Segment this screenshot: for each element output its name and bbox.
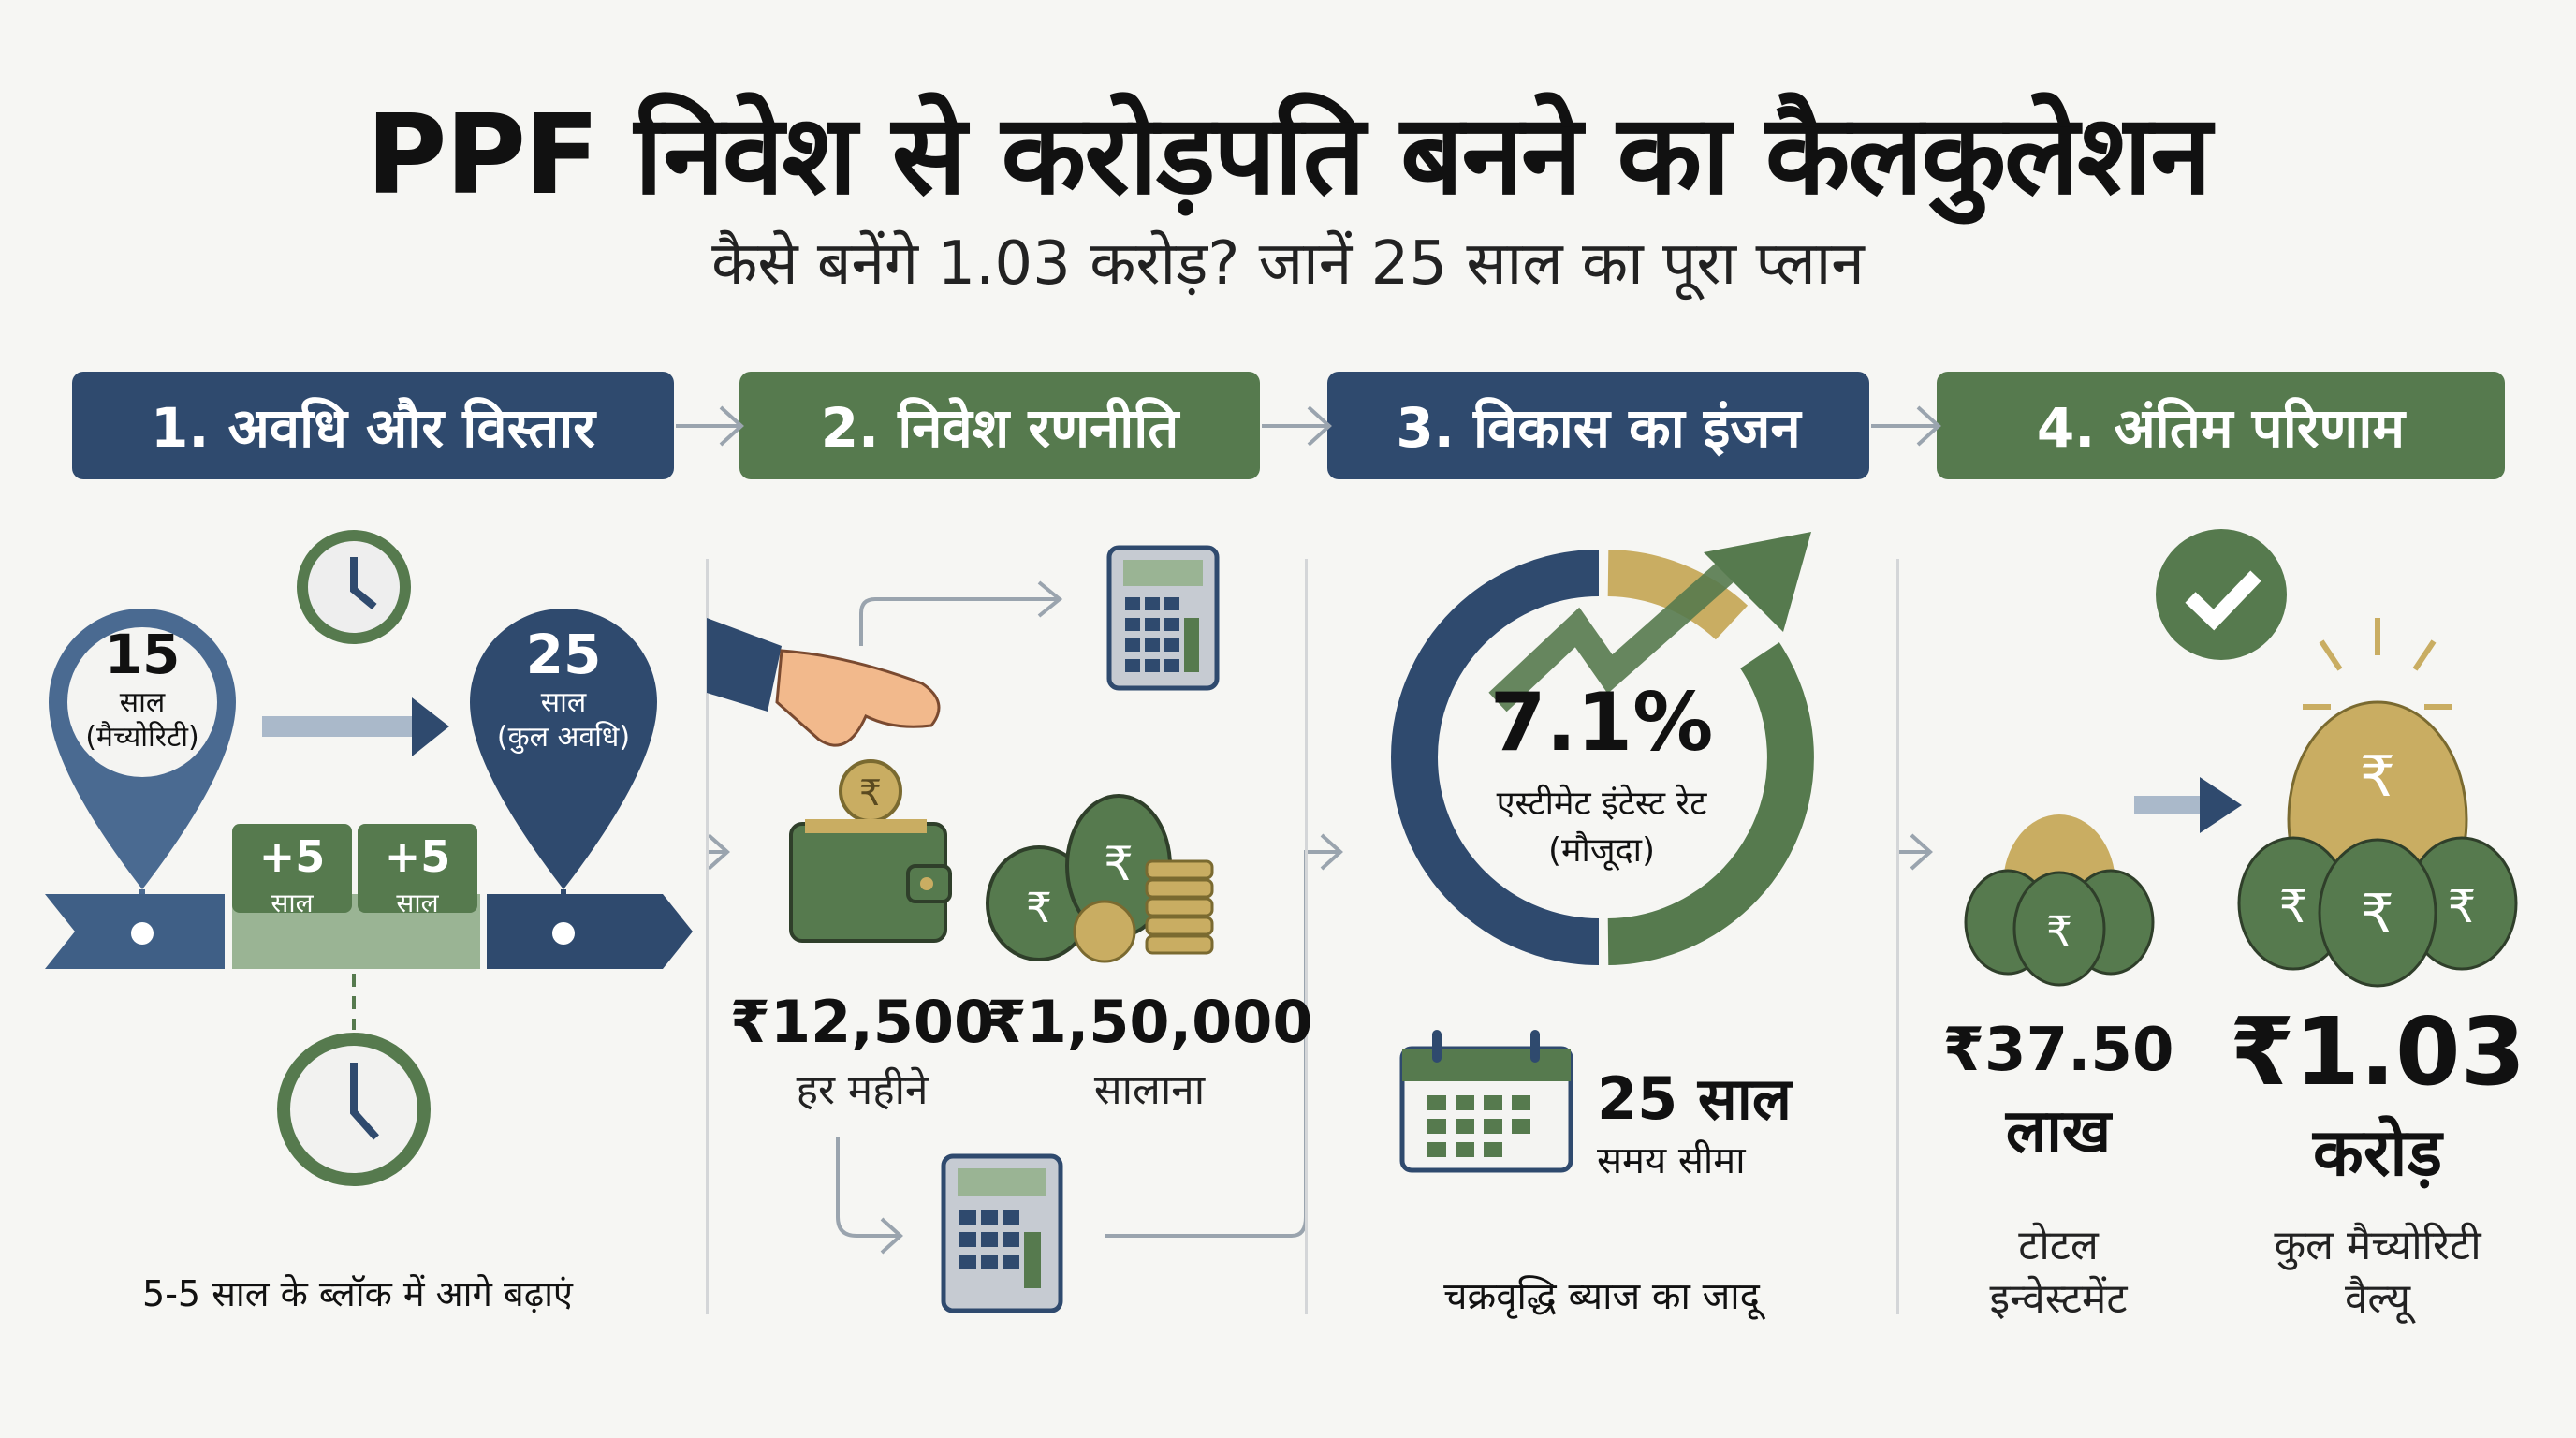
invested-label-2: इन्वेस्टमेंट	[1989, 1275, 2128, 1323]
step-2-header: 2. निवेश रणनीति	[739, 372, 1260, 479]
block-1-value: +5	[258, 831, 326, 882]
pin-15-note: (मैच्योरिटी)	[85, 721, 199, 754]
sparkle-icon	[2303, 618, 2452, 710]
clock-icon	[297, 530, 411, 644]
calendar-icon	[1399, 1030, 1573, 1173]
block-2-value: +5	[384, 831, 451, 882]
interest-rate: 7.1%	[1489, 676, 1714, 770]
coin-icon: ₹	[839, 759, 902, 823]
hand-icon	[707, 618, 941, 747]
pin-25-value: 25	[525, 623, 602, 686]
clock-icon	[277, 1033, 431, 1186]
timeline-graphic	[45, 530, 693, 1186]
pin-15-unit: साल	[119, 686, 166, 719]
interest-rate-label: एस्टीमेट इंटेस्ट रेट	[1496, 785, 1707, 823]
investment-graphic: ₹ ₹₹	[707, 545, 1220, 1313]
check-circle-icon	[2156, 529, 2287, 660]
growth-graphic	[1391, 532, 1814, 1173]
page-title: PPF निवेश से करोड़पति बनने का कैलकुलेशन	[366, 90, 2212, 219]
svg-text:₹: ₹	[2279, 881, 2308, 933]
svg-text:₹: ₹	[859, 772, 882, 814]
step-1-header: 1. अवधि और विस्तार	[72, 372, 674, 479]
svg-text:₹: ₹	[2046, 908, 2072, 956]
step-4-header: 4. अंतिम परिणाम	[1937, 372, 2505, 479]
interest-rate-note: (मौजूदा)	[1547, 831, 1656, 870]
money-bags-small-icon: ₹	[1964, 814, 2155, 987]
donut-ring	[1391, 550, 1814, 965]
pin-25-unit: साल	[540, 686, 587, 719]
monthly-label: हर महीने	[796, 1066, 929, 1114]
calculator-icon	[1106, 545, 1220, 691]
monthly-amount: ₹12,500	[729, 988, 995, 1056]
maturity-unit: करोड़	[2313, 1114, 2442, 1191]
svg-text:₹: ₹	[2448, 881, 2477, 933]
yearly-amount: ₹1,50,000	[986, 988, 1313, 1056]
result-graphic: ₹ ₹ ₹ ₹ ₹	[1964, 529, 2518, 988]
maturity-label-2: वैल्यू	[2344, 1275, 2411, 1323]
invested-amount: ₹37.50	[1942, 1016, 2174, 1085]
svg-text:₹: ₹	[2360, 744, 2395, 810]
col3-caption: चक्रवृद्धि ब्याज का जादू	[1443, 1275, 1760, 1318]
money-bags-large-icon: ₹ ₹ ₹ ₹	[2237, 700, 2518, 988]
period-label: समय सीमा	[1597, 1139, 1746, 1182]
block-1-unit: साल	[271, 888, 314, 918]
map-pin-icon	[49, 609, 236, 927]
pin-25-note: (कुल अवधि)	[496, 721, 631, 754]
svg-text:₹: ₹	[1104, 837, 1134, 891]
svg-text:₹: ₹	[1026, 885, 1052, 932]
invested-unit: लाख	[2005, 1097, 2112, 1167]
step-3-header: 3. विकास का इंजन	[1327, 372, 1869, 479]
period-value: 25 साल	[1597, 1064, 1792, 1133]
column-divider	[706, 559, 709, 1314]
money-bags-icon: ₹₹	[986, 794, 1214, 963]
pin-15-value: 15	[104, 623, 181, 686]
yearly-label: सालाना	[1093, 1066, 1206, 1114]
trend-arrow-icon	[1488, 532, 1811, 712]
wallet-icon	[789, 819, 952, 943]
page-subtitle: कैसे बनेंगे 1.03 करोड़? जानें 25 साल का …	[711, 229, 1865, 299]
column-divider	[1305, 559, 1308, 1314]
calculator-icon	[941, 1153, 1063, 1313]
invested-label-1: टोटल	[2018, 1222, 2099, 1269]
svg-text:₹: ₹	[2361, 884, 2394, 945]
column-divider	[1896, 559, 1899, 1314]
maturity-amount: ₹1.03	[2229, 997, 2526, 1107]
block-2-unit: साल	[396, 888, 439, 918]
arrow-right-icon	[262, 697, 449, 756]
col1-caption: 5-5 साल के ब्लॉक में आगे बढ़ाएं	[142, 1273, 573, 1314]
arrow-right-icon	[2134, 777, 2242, 833]
maturity-label-1: कुल मैच्योरिटी	[2274, 1222, 2481, 1269]
